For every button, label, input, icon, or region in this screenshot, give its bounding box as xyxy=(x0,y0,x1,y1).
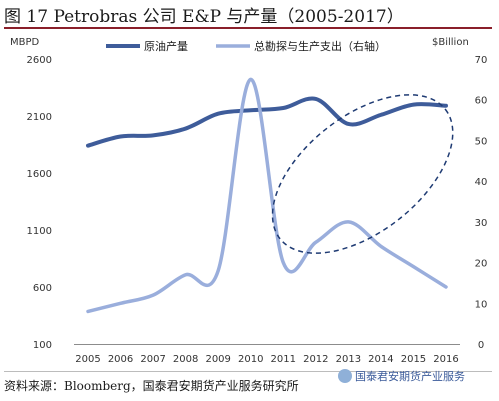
legend-label: 原油产量 xyxy=(144,39,188,53)
x-tick-label: 2013 xyxy=(336,354,361,365)
title-divider xyxy=(4,27,492,29)
x-tick-label: 2011 xyxy=(271,354,296,365)
x-tick-label: 2008 xyxy=(173,354,198,365)
legend: 原油产量 总勘探与生产支出（右轴） xyxy=(106,39,386,53)
right-tick-label: 0 xyxy=(478,340,484,351)
x-tick-label: 2005 xyxy=(75,354,100,365)
series-layer xyxy=(86,77,448,314)
x-tick-label: 2010 xyxy=(238,354,263,365)
series-line-capex xyxy=(86,77,448,314)
footer-divider xyxy=(4,371,492,372)
left-axis-ticks: 2600 2100 1600 1100 600 100 xyxy=(27,55,52,351)
logo-icon xyxy=(338,369,352,383)
watermark-text: 国泰君安期货产业服务 xyxy=(355,370,465,383)
x-tick-label: 2007 xyxy=(140,354,165,365)
right-tick-label: 60 xyxy=(475,96,488,107)
x-tick-label: 2015 xyxy=(401,354,426,365)
source-note: 资料来源：Bloomberg，国泰君安期货产业服务研究所 xyxy=(4,379,299,393)
x-tick-label: 2016 xyxy=(433,354,458,365)
x-tick-label: 2012 xyxy=(303,354,328,365)
left-tick-label: 2600 xyxy=(27,55,52,66)
right-tick-label: 30 xyxy=(475,218,488,229)
x-axis-ticks: 2005 2006 2007 2008 2009 2010 2011 2012 2013 2014… xyxy=(74,344,460,365)
left-tick-label: 2100 xyxy=(27,112,52,123)
watermark: 国泰君安期货产业服务 xyxy=(338,368,465,384)
right-axis-ticks: 70 60 50 40 30 20 10 0 xyxy=(475,55,488,351)
right-tick-label: 50 xyxy=(475,136,488,147)
right-tick-label: 40 xyxy=(475,177,488,188)
left-axis-label: MBPD xyxy=(10,37,40,48)
series-line-production xyxy=(86,96,448,148)
legend-label: 总勘探与生产支出（右轴） xyxy=(254,39,386,53)
right-tick-label: 70 xyxy=(475,55,488,66)
x-tick-label: 2014 xyxy=(368,354,393,365)
x-tick-label: 2006 xyxy=(108,354,133,365)
left-tick-label: 600 xyxy=(33,283,52,294)
left-tick-label: 1600 xyxy=(27,169,52,180)
right-axis-label: $Billion xyxy=(432,37,469,48)
right-tick-label: 10 xyxy=(475,299,488,310)
x-tick-label: 2009 xyxy=(205,354,230,365)
left-tick-label: 1100 xyxy=(27,226,52,237)
chart-title: 图 17 Petrobras 公司 E&P 与产量（2005-2017） xyxy=(4,7,404,27)
left-tick-label: 100 xyxy=(33,340,52,351)
highlight-ellipse xyxy=(271,94,454,254)
right-tick-label: 20 xyxy=(475,259,488,270)
